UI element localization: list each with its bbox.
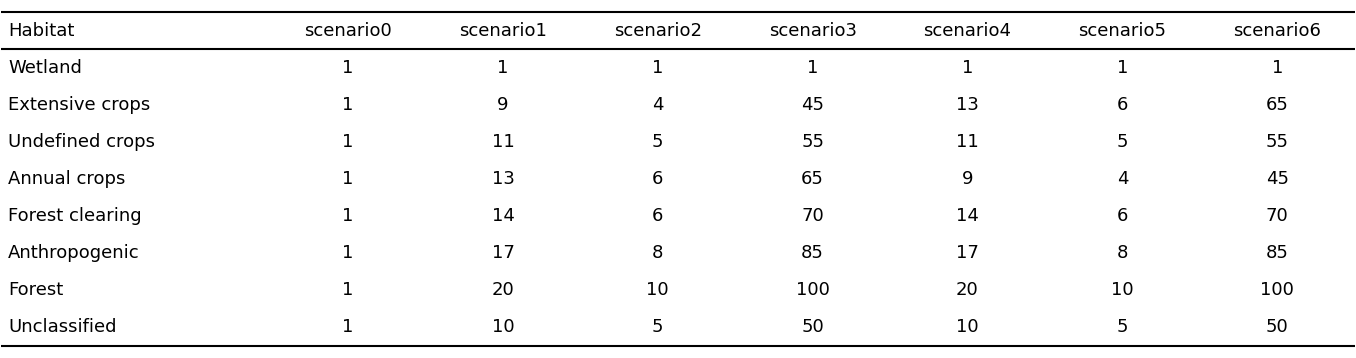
Text: 1: 1 (343, 96, 354, 114)
Text: 13: 13 (956, 96, 979, 114)
Text: 5: 5 (1116, 318, 1128, 337)
Text: 6: 6 (1116, 96, 1128, 114)
Text: 70: 70 (1265, 207, 1288, 225)
Text: 1: 1 (961, 59, 974, 77)
Text: 1: 1 (343, 318, 354, 337)
Text: 1: 1 (1116, 59, 1128, 77)
Text: 6: 6 (1116, 207, 1128, 225)
Text: 5: 5 (652, 133, 663, 151)
Text: 45: 45 (1265, 170, 1288, 188)
Text: 85: 85 (1265, 244, 1288, 262)
Text: 10: 10 (492, 318, 514, 337)
Text: Undefined crops: Undefined crops (8, 133, 155, 151)
Text: Forest clearing: Forest clearing (8, 207, 142, 225)
Text: 13: 13 (491, 170, 514, 188)
Text: 4: 4 (1116, 170, 1128, 188)
Text: 6: 6 (652, 207, 663, 225)
Text: 65: 65 (1265, 96, 1288, 114)
Text: 10: 10 (1111, 281, 1134, 299)
Text: 55: 55 (801, 133, 824, 151)
Text: 9: 9 (498, 96, 508, 114)
Text: 70: 70 (801, 207, 824, 225)
Text: 1: 1 (1272, 59, 1283, 77)
Text: 1: 1 (343, 133, 354, 151)
Text: 1: 1 (343, 59, 354, 77)
Text: scenario1: scenario1 (460, 21, 546, 40)
Text: 50: 50 (1265, 318, 1288, 337)
Text: scenario0: scenario0 (304, 21, 392, 40)
Text: 1: 1 (343, 244, 354, 262)
Text: scenario6: scenario6 (1233, 21, 1321, 40)
Text: 11: 11 (956, 133, 979, 151)
Text: 100: 100 (1260, 281, 1294, 299)
Text: 10: 10 (647, 281, 669, 299)
Text: Annual crops: Annual crops (8, 170, 126, 188)
Text: scenario2: scenario2 (614, 21, 702, 40)
Text: 1: 1 (807, 59, 818, 77)
Text: 8: 8 (1116, 244, 1128, 262)
Text: 1: 1 (343, 281, 354, 299)
Text: Wetland: Wetland (8, 59, 81, 77)
Text: 8: 8 (652, 244, 663, 262)
Text: 85: 85 (801, 244, 824, 262)
Text: 100: 100 (796, 281, 830, 299)
Text: 1: 1 (343, 207, 354, 225)
Text: scenario4: scenario4 (923, 21, 1012, 40)
Text: 1: 1 (652, 59, 663, 77)
Text: 1: 1 (343, 170, 354, 188)
Text: 55: 55 (1265, 133, 1288, 151)
Text: 10: 10 (956, 318, 979, 337)
Text: Anthropogenic: Anthropogenic (8, 244, 140, 262)
Text: 11: 11 (492, 133, 514, 151)
Text: Extensive crops: Extensive crops (8, 96, 151, 114)
Text: Forest: Forest (8, 281, 64, 299)
Text: 5: 5 (652, 318, 663, 337)
Text: 20: 20 (956, 281, 979, 299)
Text: Habitat: Habitat (8, 21, 75, 40)
Text: 14: 14 (956, 207, 979, 225)
Text: 14: 14 (491, 207, 514, 225)
Text: Unclassified: Unclassified (8, 318, 117, 337)
Text: 5: 5 (1116, 133, 1128, 151)
Text: 65: 65 (801, 170, 824, 188)
Text: scenario3: scenario3 (769, 21, 857, 40)
Text: 6: 6 (652, 170, 663, 188)
Text: 17: 17 (956, 244, 979, 262)
Text: 20: 20 (492, 281, 514, 299)
Text: 9: 9 (961, 170, 974, 188)
Text: 17: 17 (491, 244, 514, 262)
Text: 4: 4 (652, 96, 663, 114)
Text: 50: 50 (801, 318, 824, 337)
Text: 45: 45 (801, 96, 824, 114)
Text: scenario5: scenario5 (1078, 21, 1166, 40)
Text: 1: 1 (498, 59, 508, 77)
